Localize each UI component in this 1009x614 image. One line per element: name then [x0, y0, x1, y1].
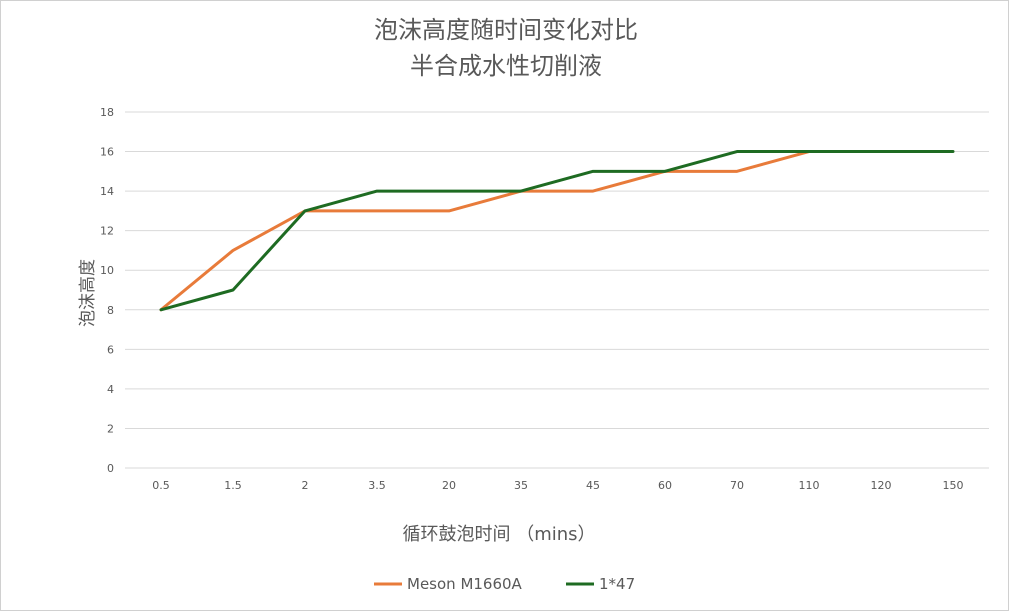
x-tick-label: 35	[514, 479, 528, 492]
y-tick-label: 10	[100, 264, 114, 277]
x-axis-tick-labels: 0.5 1.5 2 3.5 20 35 45 60 70 110 120 150	[152, 479, 963, 492]
legend-label: Meson M1660A	[407, 575, 523, 593]
x-tick-label: 2	[302, 479, 309, 492]
x-tick-label: 110	[799, 479, 820, 492]
x-tick-label: 1.5	[224, 479, 242, 492]
y-tick-label: 14	[100, 185, 114, 198]
y-tick-label: 2	[107, 422, 114, 435]
x-tick-label: 45	[586, 479, 600, 492]
x-tick-label: 150	[943, 479, 964, 492]
x-tick-label: 20	[442, 479, 456, 492]
y-tick-label: 12	[100, 225, 114, 238]
x-tick-label: 120	[871, 479, 892, 492]
y-tick-label: 4	[107, 383, 114, 396]
x-tick-label: 3.5	[368, 479, 386, 492]
y-tick-label: 18	[100, 106, 114, 119]
series-lines	[159, 150, 955, 312]
chart-subtitle: 半合成水性切削液	[410, 52, 602, 80]
y-tick-label: 6	[107, 343, 114, 356]
gridlines	[125, 111, 989, 469]
chart-title: 泡沫高度随时间变化对比	[374, 16, 638, 44]
x-axis-title: 循环鼓泡时间 （mins）	[402, 524, 595, 545]
legend-label: 1*47	[599, 575, 635, 593]
series-line-2	[159, 150, 955, 312]
x-tick-label: 70	[730, 479, 744, 492]
x-tick-label: 0.5	[152, 479, 170, 492]
y-axis-title: 泡沫高度	[78, 259, 98, 327]
y-tick-label: 0	[107, 462, 114, 475]
y-axis-tick-labels: 0 2 4 6 8 10 12 14 16 18	[100, 106, 114, 475]
y-tick-label: 8	[107, 304, 114, 317]
y-tick-label: 16	[100, 146, 114, 159]
legend: Meson M1660A 1*47	[374, 575, 635, 593]
series-line-1	[159, 150, 811, 312]
x-tick-label: 60	[658, 479, 672, 492]
